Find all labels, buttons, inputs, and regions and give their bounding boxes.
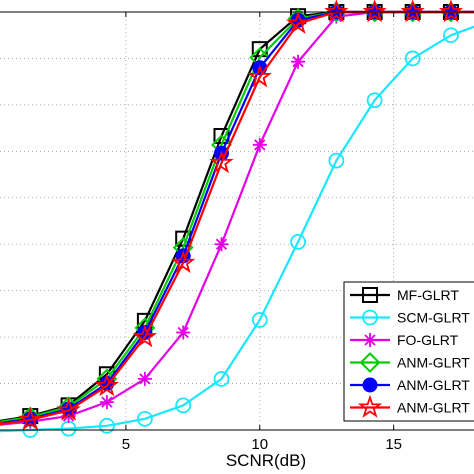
data-point: [247, 64, 272, 88]
data-point: [438, 0, 464, 23]
x-tick-label: 10: [251, 436, 268, 453]
legend-marker: [362, 287, 378, 303]
data-point: [328, 152, 345, 169]
data-point: [137, 410, 153, 427]
legend-entry: ANM-GLRT: [350, 352, 470, 373]
legend: MF-GLRT SCM-GLRT FO-GLRT ANM-GLRT ANM-GLRT AN…: [343, 281, 474, 422]
data-point: [98, 417, 115, 434]
data-point: [366, 92, 383, 109]
legend-label: SCM-GLRT: [397, 310, 470, 326]
data-point: [285, 10, 311, 34]
data-point: [214, 237, 229, 252]
data-point: [18, 407, 43, 431]
data-point: [443, 27, 459, 44]
series: [0, 25, 474, 438]
data-point: [324, 0, 349, 23]
data-point: [99, 395, 114, 410]
legend-label: FO-GLRT: [397, 332, 459, 348]
data-point: [290, 233, 306, 250]
data-point: [132, 324, 158, 348]
x-tick-label: 5: [122, 436, 130, 453]
axes: 5 10 15: [0, 11, 474, 453]
legend-marker: [363, 333, 377, 347]
legend-entry: ANM-GLRT: [350, 394, 470, 418]
data-point: [291, 54, 306, 69]
legend-label: ANM-GLRT: [397, 400, 470, 416]
legend-label: MF-GLRT: [397, 287, 459, 303]
legend-label: ANM-GLRT: [397, 377, 470, 393]
legend-marker: [362, 377, 378, 393]
data-point: [251, 312, 268, 328]
data-point: [94, 373, 119, 397]
legend-box: [343, 281, 474, 422]
data-point: [362, 0, 387, 23]
data-point: [404, 50, 421, 67]
data-point: [171, 250, 196, 274]
data-point: [137, 371, 152, 386]
legend-entry: ANM-GLRT: [350, 377, 470, 393]
legend-marker: [359, 352, 381, 373]
data-point: [175, 397, 192, 414]
data-point: [252, 137, 267, 152]
data-point: [400, 0, 425, 23]
legend-entry: SCM-GLRT: [350, 310, 470, 326]
x-axis-title: SCNR(dB): [226, 451, 306, 470]
data-point: [213, 371, 230, 387]
legend-label: ANM-GLRT: [397, 355, 470, 371]
legend-entry: FO-GLRT: [350, 332, 459, 348]
legend-entry: MF-GLRT: [350, 287, 459, 303]
data-point: [176, 325, 191, 340]
data-point: [56, 397, 81, 421]
data-point: [209, 150, 234, 174]
legend-marker: [362, 309, 378, 326]
legend-marker: [357, 394, 383, 418]
x-tick-label: 15: [385, 436, 402, 453]
